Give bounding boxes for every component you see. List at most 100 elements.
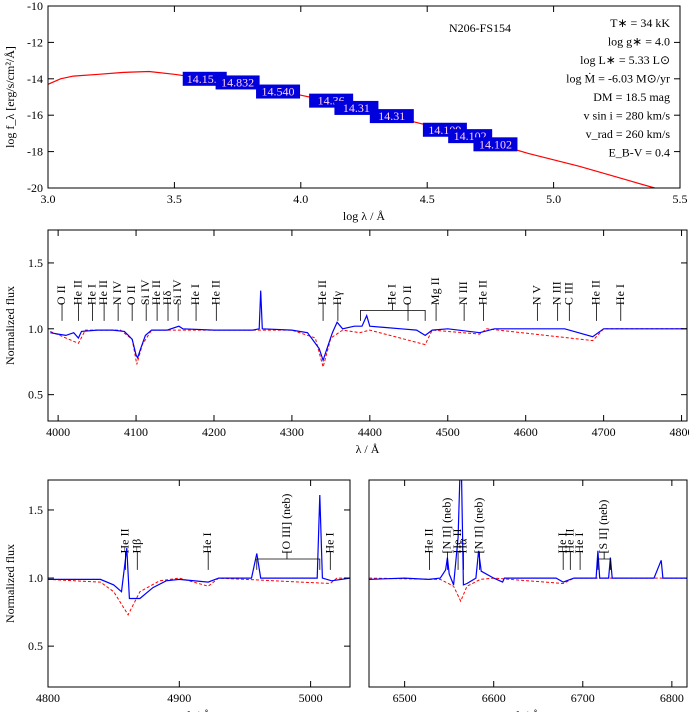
x-axis-label: λ / Å	[187, 708, 211, 712]
line-bracket	[597, 551, 611, 570]
line-label: He I	[322, 533, 336, 554]
photometry-label: 14.31	[343, 101, 370, 115]
line-label: [S II] (neb)	[596, 500, 610, 554]
photometry-box	[369, 109, 414, 124]
line-label: He II	[589, 280, 603, 305]
line-label: N V	[529, 285, 543, 305]
parameter: log g∗ = 4.0	[608, 35, 670, 49]
y-tick-label: -20	[27, 181, 43, 195]
photometry-box	[256, 84, 301, 99]
x-tick-label: 4000	[46, 425, 70, 439]
parameter: log Ṁ = -6.03 M⊙/yr	[566, 72, 670, 86]
photometry-label: 14.102	[479, 137, 512, 151]
x-tick-label: 5.0	[546, 192, 561, 206]
photometry-label: 14.832	[221, 75, 254, 89]
photometry-box	[215, 75, 260, 90]
y-axis-label: log f_λ [erg/s/cm²/Å]	[3, 46, 17, 148]
spectrum-line	[48, 577, 350, 616]
spectrum-line	[369, 577, 687, 603]
plot-area	[48, 494, 350, 616]
plot-frame	[47, 479, 351, 688]
plot-area	[50, 290, 687, 369]
spectrum-line	[50, 290, 687, 363]
line-label: Hγ	[330, 290, 344, 305]
line-label: He II	[562, 529, 576, 554]
y-tick-label: 1.0	[28, 571, 43, 585]
spectrum-line	[48, 494, 350, 600]
line-label: Hβ	[129, 539, 143, 554]
plot-frame	[47, 229, 688, 422]
line-label: He II	[96, 280, 110, 305]
plot-frame	[47, 5, 681, 189]
line-label: He I	[200, 533, 214, 554]
x-tick-label: 6700	[571, 691, 595, 705]
y-tick-label: 1.5	[28, 256, 43, 270]
y-axis-label: Normalized flux	[3, 544, 17, 623]
y-tick-label: -12	[27, 35, 43, 49]
x-tick-label: 4300	[280, 425, 304, 439]
plot-frame	[368, 479, 688, 688]
x-tick-label: 4500	[436, 425, 460, 439]
parameter: T∗ = 34 kK	[610, 16, 670, 30]
line-label: He I	[572, 533, 586, 554]
line-label: He II	[422, 529, 436, 554]
y-axis-label: Normalized flux	[3, 286, 17, 365]
y-tick-label: -14	[27, 72, 43, 86]
x-tick-label: 4700	[592, 425, 616, 439]
y-tick-label: 1.0	[28, 322, 43, 336]
y-tick-label: 0.5	[28, 639, 43, 653]
chart-title: N206-FS154	[449, 21, 511, 35]
line-label: C III	[561, 282, 575, 305]
parameter: E_B-V = 0.4	[608, 146, 670, 160]
x-tick-label: 4200	[202, 425, 226, 439]
y-tick-label: -16	[27, 108, 43, 122]
y-tick-label: 0.5	[28, 388, 43, 402]
line-label: He I	[384, 284, 398, 305]
x-tick-label: 6600	[482, 691, 506, 705]
y-tick-label: 1.5	[28, 503, 43, 517]
line-label: He I	[188, 284, 202, 305]
spectrum-line	[369, 480, 687, 586]
line-label: O II	[54, 285, 68, 305]
y-tick-label: -10	[27, 0, 43, 13]
line-label: Hα	[455, 538, 469, 554]
x-tick-label: 6800	[660, 691, 684, 705]
x-tick-label: 4100	[124, 425, 148, 439]
line-label: He I	[84, 284, 98, 305]
parameter: v sin i = 280 km/s	[584, 109, 671, 123]
x-axis-label: λ / Å	[516, 708, 540, 712]
line-label: He I	[555, 533, 569, 554]
x-axis-label: λ / Å	[356, 442, 380, 456]
parameter: log L∗ = 5.33 L⊙	[580, 53, 670, 67]
line-bracket	[256, 551, 321, 570]
line-label: He II	[70, 280, 84, 305]
line-label: [N II] (neb)	[471, 498, 485, 554]
x-tick-label: 6500	[393, 691, 417, 705]
line-label: He II	[450, 529, 464, 554]
spectrum-line	[48, 70, 655, 188]
line-bracket	[360, 303, 426, 321]
x-tick-label: 4400	[358, 425, 382, 439]
line-label: He II	[208, 280, 222, 305]
x-tick-label: 5000	[299, 691, 323, 705]
x-tick-label: 5.5	[673, 192, 688, 206]
line-label: Mg II	[428, 277, 442, 305]
line-label: [N II] (neb)	[439, 498, 453, 554]
plot-area	[369, 480, 687, 603]
x-tick-label: 3.0	[41, 192, 56, 206]
x-tick-label: 4800	[36, 691, 60, 705]
plot-area	[48, 70, 655, 188]
line-label: O II	[400, 285, 414, 305]
photometry-box	[473, 137, 518, 152]
x-tick-label: 4.0	[293, 192, 308, 206]
y-tick-label: -18	[27, 145, 43, 159]
line-label: O II	[124, 285, 138, 305]
line-label: He II	[149, 280, 163, 305]
line-label: He II	[315, 280, 329, 305]
x-tick-label: 4900	[167, 691, 191, 705]
line-label: [O III] (neb)	[279, 494, 293, 554]
line-label: Si IV	[170, 279, 184, 305]
line-label: Hδ	[160, 290, 174, 305]
parameter: v_rad = 260 km/s	[586, 127, 671, 141]
